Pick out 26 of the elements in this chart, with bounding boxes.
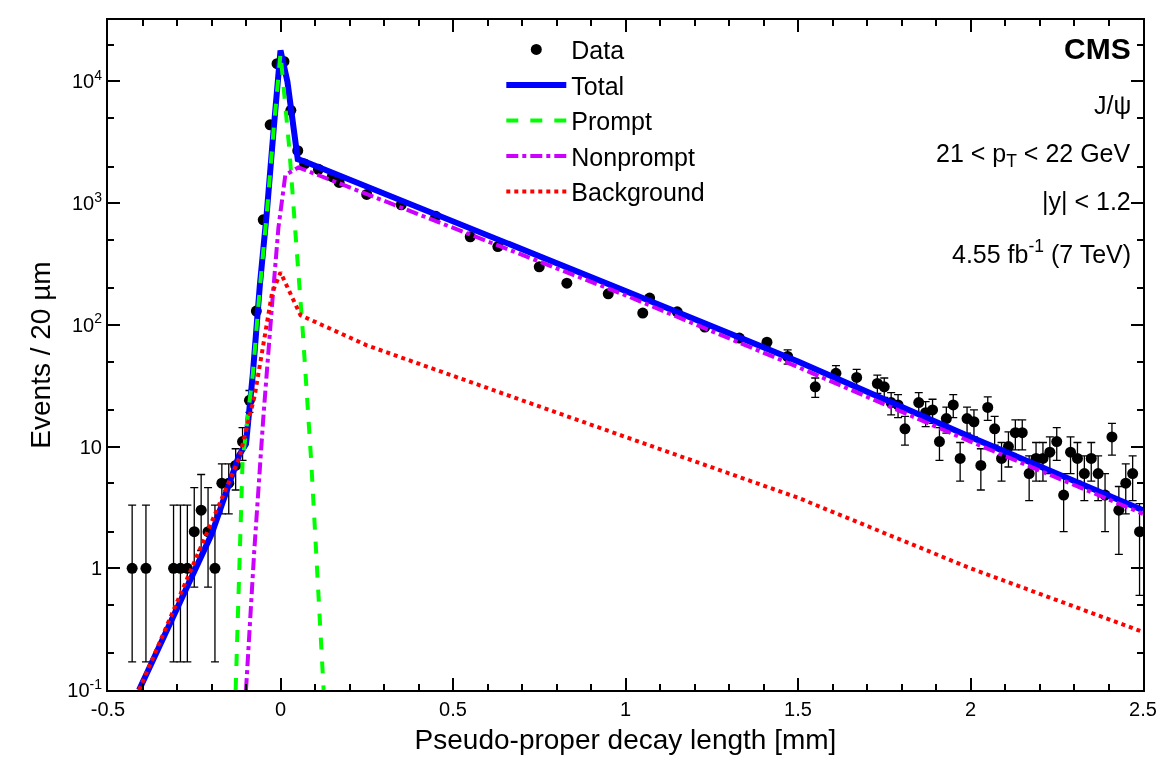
x-tick-label: 1	[619, 698, 632, 720]
legend-label: Nonprompt	[571, 142, 696, 171]
legend-label: Background	[571, 178, 705, 207]
annotation: |y| < 1.2	[1042, 187, 1131, 215]
y-tick-label: 10$^{2}$	[71, 310, 103, 336]
x-tick-label: -0.5	[90, 698, 126, 720]
annotation: CMS	[1064, 32, 1131, 65]
x-tick-label: 0	[274, 698, 287, 720]
x-tick-label: 1.5	[784, 698, 812, 720]
y-tick-label: 10$^{4}$	[71, 67, 103, 93]
x-tick-label: 2	[964, 698, 977, 720]
y-tick-label: 10$^{3}$	[71, 188, 103, 215]
legend-label: Total	[571, 71, 625, 100]
annotation: J/ψ	[1094, 91, 1132, 119]
x-tick-label: 2.5	[1129, 698, 1157, 720]
y-tick-label: 1	[90, 557, 102, 580]
legend-label: Prompt	[571, 107, 652, 136]
legend-label: Data	[571, 36, 625, 65]
y-tick-label: 10	[79, 435, 102, 458]
line-series	[137, 270, 1143, 690]
y-axis-title: Events / 20 µm	[25, 261, 57, 449]
y-tick-label: 10$^{-1}$	[67, 675, 103, 701]
x-axis-title: Pseudo-proper decay length [mm]	[414, 723, 837, 755]
annotation: 21 < p$_{T}$ < 22 GeV	[936, 139, 1131, 172]
annotation: 4.55 fb$^{-1}$ (7 TeV)	[952, 236, 1132, 268]
x-tick-label: 0.5	[439, 698, 467, 720]
